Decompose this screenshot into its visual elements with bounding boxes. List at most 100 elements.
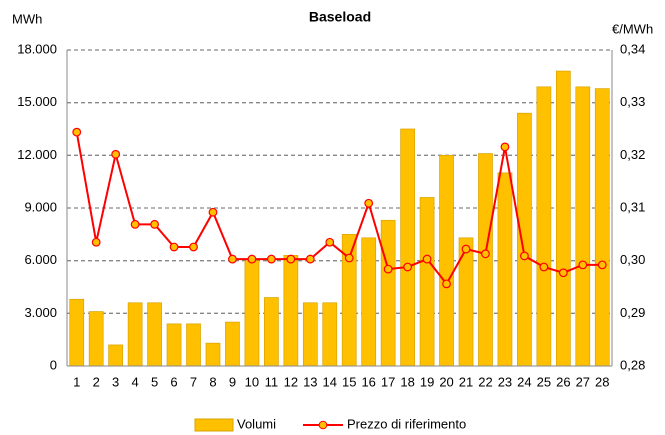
x-tick-label: 16 bbox=[361, 374, 375, 389]
bar bbox=[225, 321, 240, 367]
price-marker bbox=[228, 254, 237, 264]
price-marker bbox=[442, 279, 451, 289]
y2-tick-label: 0,31 bbox=[620, 199, 645, 214]
bar bbox=[594, 88, 610, 367]
y2-axis-label: €/MWh bbox=[612, 21, 653, 36]
bar bbox=[380, 219, 396, 367]
bar bbox=[555, 70, 571, 367]
price-marker bbox=[539, 262, 549, 272]
price-marker bbox=[422, 254, 432, 264]
x-tick-label: 1 bbox=[73, 374, 80, 389]
x-tick-label: 10 bbox=[245, 374, 259, 389]
price-marker bbox=[286, 254, 296, 264]
price-marker bbox=[72, 127, 82, 137]
bar bbox=[536, 86, 552, 367]
price-marker bbox=[481, 249, 490, 259]
y-tick-label: 3.000 bbox=[24, 305, 57, 320]
price-marker bbox=[500, 142, 510, 152]
bar bbox=[186, 323, 201, 367]
bar bbox=[400, 128, 415, 367]
y-tick-label: 9.000 bbox=[24, 199, 57, 214]
x-tick-label: 23 bbox=[498, 374, 512, 389]
x-tick-label: 27 bbox=[576, 374, 590, 389]
price-marker bbox=[364, 198, 374, 208]
bar bbox=[497, 172, 513, 367]
price-marker bbox=[520, 251, 529, 261]
legend-label: Volumi bbox=[237, 416, 276, 431]
y-tick-label: 6.000 bbox=[24, 252, 57, 267]
price-marker bbox=[403, 262, 413, 272]
price-marker bbox=[461, 244, 471, 254]
bar bbox=[575, 86, 591, 367]
bar bbox=[147, 302, 162, 367]
bar bbox=[361, 237, 377, 367]
price-marker bbox=[91, 237, 101, 247]
bar bbox=[478, 153, 493, 367]
y-axis-label: MWh bbox=[12, 11, 42, 26]
price-marker bbox=[597, 260, 607, 270]
legend-swatch bbox=[194, 418, 234, 432]
price-marker bbox=[558, 268, 568, 278]
price-marker bbox=[169, 242, 179, 252]
x-tick-label: 28 bbox=[595, 374, 609, 389]
y-tick-label: 18.000 bbox=[17, 41, 57, 56]
chart-title: Baseload bbox=[309, 9, 371, 25]
x-tick-label: 24 bbox=[517, 374, 531, 389]
bar bbox=[264, 297, 279, 367]
bar bbox=[108, 344, 124, 367]
bar bbox=[166, 323, 182, 367]
x-tick-label: 6 bbox=[170, 374, 177, 389]
x-tick-label: 13 bbox=[303, 374, 317, 389]
x-tick-label: 20 bbox=[439, 374, 453, 389]
x-tick-label: 9 bbox=[229, 374, 236, 389]
x-tick-label: 12 bbox=[284, 374, 298, 389]
bar bbox=[322, 302, 338, 367]
y-tick-label: 15.000 bbox=[17, 94, 57, 109]
x-tick-label: 3 bbox=[112, 374, 119, 389]
y-tick-label: 12.000 bbox=[17, 147, 57, 162]
price-marker bbox=[266, 254, 276, 264]
bar bbox=[439, 154, 454, 367]
bar bbox=[244, 260, 260, 367]
bar bbox=[419, 197, 435, 367]
x-tick-label: 15 bbox=[342, 374, 356, 389]
price-marker bbox=[130, 219, 140, 229]
bar bbox=[88, 311, 104, 367]
x-tick-label: 2 bbox=[93, 374, 100, 389]
x-tick-label: 25 bbox=[537, 374, 551, 389]
y2-tick-label: 0,30 bbox=[620, 252, 645, 267]
x-tick-label: 14 bbox=[323, 374, 337, 389]
price-marker bbox=[305, 254, 315, 264]
bar bbox=[283, 255, 299, 367]
x-tick-label: 5 bbox=[151, 374, 158, 389]
x-tick-label: 26 bbox=[556, 374, 570, 389]
x-tick-label: 7 bbox=[190, 374, 197, 389]
price-marker bbox=[189, 242, 198, 252]
x-tick-label: 11 bbox=[265, 374, 279, 389]
x-tick-label: 21 bbox=[459, 374, 473, 389]
price-marker bbox=[344, 253, 354, 263]
x-tick-label: 19 bbox=[420, 374, 434, 389]
x-tick-label: 8 bbox=[209, 374, 216, 389]
price-marker bbox=[578, 260, 588, 270]
bar bbox=[69, 298, 85, 367]
y2-tick-label: 0,28 bbox=[620, 357, 645, 372]
x-tick-label: 4 bbox=[132, 374, 139, 389]
bar bbox=[205, 342, 221, 367]
x-tick-label: 18 bbox=[400, 374, 414, 389]
y2-tick-label: 0,33 bbox=[620, 94, 645, 109]
y-tick-label: 0 bbox=[50, 357, 57, 372]
y2-tick-label: 0,34 bbox=[620, 41, 645, 56]
x-tick-label: 17 bbox=[381, 374, 395, 389]
bar bbox=[302, 302, 318, 367]
x-tick-label: 22 bbox=[478, 374, 492, 389]
legend-label: Prezzo di riferimento bbox=[347, 416, 466, 431]
bar bbox=[517, 112, 532, 367]
price-marker bbox=[383, 264, 393, 274]
price-line bbox=[75, 131, 603, 286]
legend-marker bbox=[318, 420, 328, 430]
bar bbox=[127, 302, 143, 367]
y2-tick-label: 0,32 bbox=[620, 147, 645, 162]
y2-tick-label: 0,29 bbox=[620, 305, 645, 320]
